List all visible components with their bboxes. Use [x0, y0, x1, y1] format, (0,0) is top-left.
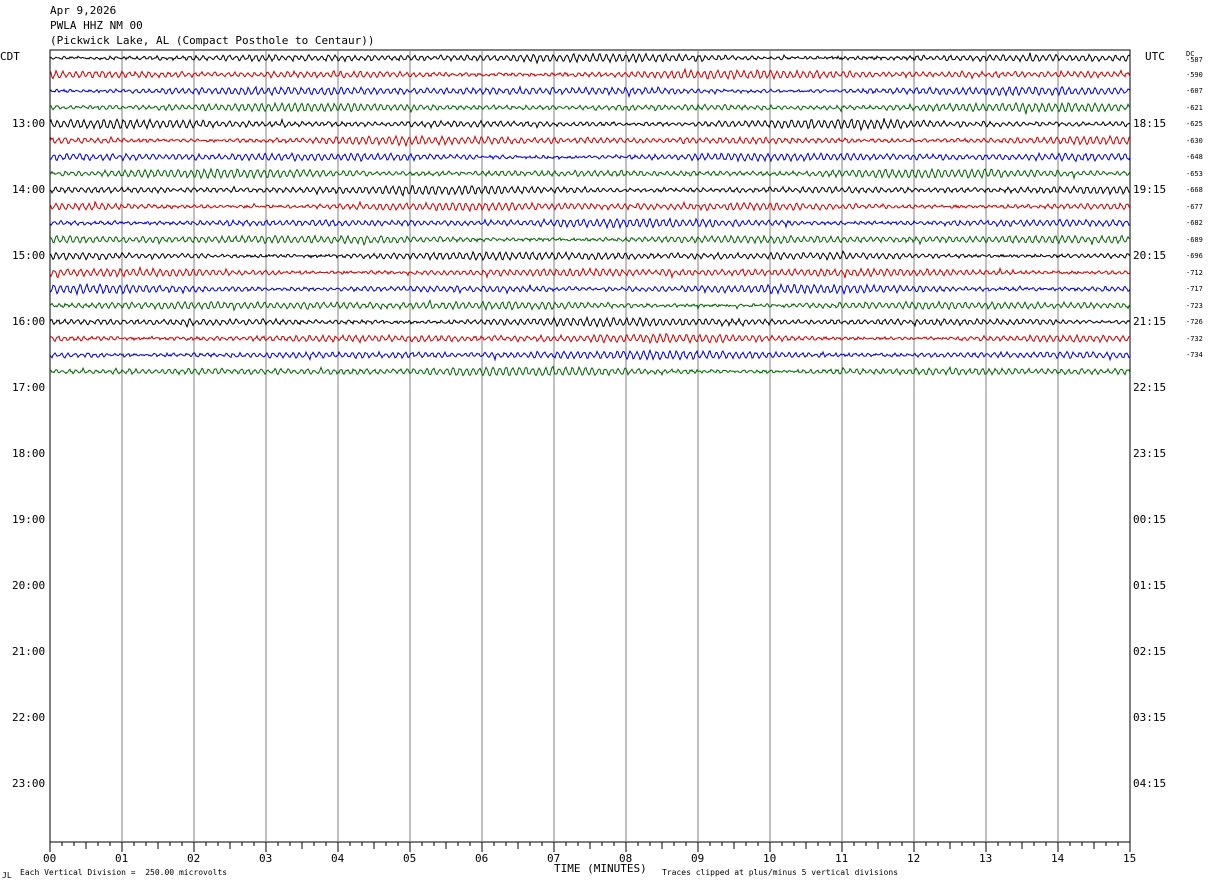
left-timezone-label: CDT — [0, 50, 20, 63]
corner-mark: JL — [2, 871, 12, 880]
utc-hour-label: 03:15 — [1133, 711, 1167, 724]
seismic-trace — [49, 151, 1131, 163]
dc-offset-value: -590 — [1186, 70, 1203, 79]
x-tick-label: 10 — [763, 852, 777, 865]
x-tick-label: 05 — [403, 852, 417, 865]
utc-hour-label: 22:15 — [1133, 381, 1167, 394]
x-tick-label: 11 — [835, 852, 849, 865]
seismic-trace — [49, 348, 1131, 362]
dc-offset-value: -682 — [1186, 219, 1203, 227]
scale-note: Each Vertical Division = 250.00 microvol… — [20, 868, 228, 877]
seismic-trace — [49, 217, 1131, 230]
seismic-trace — [49, 85, 1131, 99]
x-tick-label: 14 — [1051, 852, 1065, 865]
dc-offset-value: -734 — [1186, 351, 1203, 359]
dc-offset-value: -717 — [1186, 285, 1203, 293]
utc-hour-label: 04:15 — [1133, 777, 1167, 790]
local-hour-label: 20:00 — [12, 579, 46, 592]
dc-offset-value: -677 — [1186, 202, 1203, 211]
x-tick-label: 07 — [547, 852, 561, 865]
seismic-trace — [49, 184, 1131, 197]
seismic-trace — [49, 265, 1131, 280]
x-tick-label: 01 — [115, 852, 129, 865]
x-tick-label: 00 — [43, 852, 57, 865]
utc-hour-label: 02:15 — [1133, 645, 1167, 658]
local-hour-label: 22:00 — [12, 711, 46, 724]
x-tick-label: 03 — [259, 852, 273, 865]
dc-offset-value: -723 — [1186, 301, 1203, 310]
dc-offset-value: -668 — [1186, 186, 1203, 194]
local-hour-label: 19:00 — [12, 513, 46, 526]
x-tick-label: 02 — [187, 852, 201, 865]
x-axis-label: TIME (MINUTES) — [554, 862, 647, 875]
seismic-trace — [49, 134, 1131, 147]
local-hour-label: 23:00 — [12, 777, 46, 790]
local-hour-label: 13:00 — [12, 117, 46, 130]
utc-hour-label: 19:15 — [1133, 183, 1167, 196]
local-hour-label: 18:00 — [12, 447, 46, 460]
seismic-trace — [49, 332, 1131, 345]
dc-offset-value: -726 — [1186, 318, 1203, 326]
dc-label: DC — [1186, 50, 1195, 58]
seismic-trace — [49, 117, 1131, 132]
local-hour-label: 17:00 — [12, 381, 46, 394]
x-tick-label: 06 — [475, 852, 489, 865]
local-hour-label: 15:00 — [12, 249, 46, 262]
seismic-trace — [49, 67, 1131, 81]
dc-offset-value: -653 — [1186, 169, 1203, 178]
utc-hour-label: 18:15 — [1133, 117, 1167, 130]
x-tick-label: 13 — [979, 852, 993, 865]
seismic-trace — [49, 250, 1131, 262]
dc-offset-value: -630 — [1186, 136, 1203, 145]
dc-offset-value: -732 — [1186, 334, 1203, 343]
utc-hour-label: 00:15 — [1133, 513, 1167, 526]
utc-hour-label: 23:15 — [1133, 447, 1167, 460]
seismic-trace — [49, 200, 1131, 213]
x-tick-label: 09 — [691, 852, 705, 865]
seismic-trace — [49, 315, 1131, 328]
right-timezone-label: UTC — [1145, 50, 1165, 63]
dc-offset-value: -696 — [1186, 252, 1203, 260]
local-hour-label: 14:00 — [12, 183, 46, 196]
utc-hour-label: 21:15 — [1133, 315, 1167, 328]
dc-offset-value: -621 — [1186, 103, 1203, 112]
clip-note: Traces clipped at plus/minus 5 vertical … — [662, 868, 899, 877]
x-tick-label: 15 — [1123, 852, 1137, 865]
seismic-trace — [49, 101, 1131, 115]
seismic-trace — [49, 365, 1131, 377]
x-tick-label: 12 — [907, 852, 921, 865]
dc-offset-value: -607 — [1186, 87, 1203, 95]
header-location: (Pickwick Lake, AL (Compact Posthole to … — [50, 34, 375, 47]
local-hour-label: 16:00 — [12, 315, 46, 328]
header-station: PWLA HHZ NM 00 — [50, 19, 143, 32]
dc-offset-value: -625 — [1186, 120, 1203, 128]
seismic-trace — [49, 52, 1131, 65]
dc-offset-value: -712 — [1186, 268, 1203, 277]
dc-offset-value: -587 — [1186, 56, 1203, 64]
seismic-trace — [49, 282, 1131, 297]
seismic-trace — [49, 234, 1131, 247]
utc-hour-label: 01:15 — [1133, 579, 1167, 592]
seismic-trace — [49, 298, 1131, 312]
plot-frame — [49, 49, 1131, 843]
x-tick-label: 04 — [331, 852, 345, 865]
seismic-trace — [49, 167, 1131, 181]
dc-offset-value: -689 — [1186, 235, 1203, 244]
local-hour-label: 21:00 — [12, 645, 46, 658]
dc-offset-value: -648 — [1186, 153, 1203, 161]
x-tick-label: 08 — [619, 852, 633, 865]
header-date: Apr 9,2026 — [50, 4, 117, 17]
utc-hour-label: 20:15 — [1133, 249, 1167, 262]
